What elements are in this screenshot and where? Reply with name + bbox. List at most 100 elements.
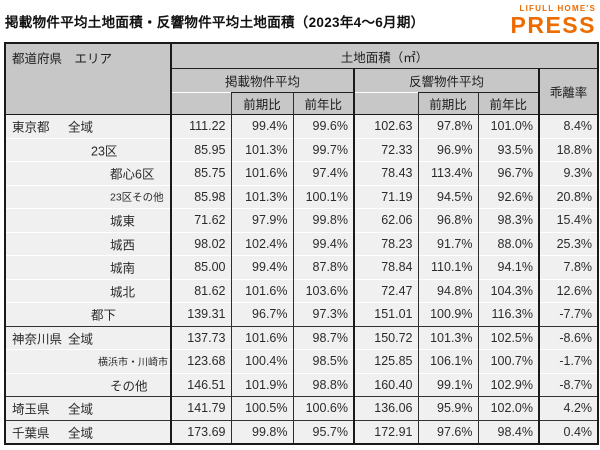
cell-response-qoq: 110.1%: [417, 255, 478, 279]
cell-listed-avg: 85.98: [170, 184, 231, 209]
cell-listed-qoq: 99.4%: [230, 255, 293, 279]
cell-deviation: 15.4%: [537, 208, 599, 232]
cell-deviation: 12.6%: [537, 278, 599, 303]
cell-listed-yoy: 100.1%: [292, 184, 354, 209]
cell-deviation: -7.7%: [537, 302, 599, 326]
cell-listed-avg: 85.95: [170, 137, 231, 162]
cell-listed-yoy: 95.7%: [292, 419, 354, 444]
cell-response-avg: 151.01: [353, 302, 418, 326]
cell-response-yoy: 92.6%: [477, 184, 539, 209]
cell-listed-yoy: 97.4%: [292, 161, 354, 185]
cell-response-avg: 72.47: [353, 278, 418, 303]
cell-deviation: 18.8%: [537, 137, 599, 162]
cell-response-qoq: 96.9%: [417, 137, 478, 162]
area-label: 城北: [110, 285, 136, 300]
cell-response-avg: 172.91: [353, 419, 418, 444]
cell-listed-avg: 71.62: [170, 208, 231, 232]
cell-listed-avg: 98.02: [170, 231, 231, 256]
cell-response-qoq: 95.9%: [417, 396, 478, 420]
logo-press-text: PRESS: [510, 12, 596, 38]
cell-pref-area: 都下: [5, 302, 171, 326]
area-label: 23区: [91, 144, 118, 159]
cell-listed-avg: 141.79: [170, 396, 231, 420]
cell-response-yoy: 116.3%: [477, 302, 539, 326]
header-prefecture-area: 都道府県 エリア: [5, 43, 171, 115]
cell-response-avg: 150.72: [353, 325, 418, 350]
cell-pref-area: 23区その他: [5, 184, 171, 209]
page-title: 掲載物件平均土地面積・反響物件平均土地面積（2023年4～6月期）: [5, 15, 425, 30]
area-label: 都心6区: [110, 167, 155, 182]
cell-listed-qoq: 101.6%: [230, 161, 293, 185]
cell-listed-qoq: 100.5%: [230, 396, 293, 420]
table-row: 東京都 全域 111.22 99.4% 99.6% 102.63 97.8% 101.0% 8.…: [5, 114, 599, 138]
cell-response-avg: 136.06: [353, 396, 418, 420]
cell-response-qoq: 101.3%: [417, 325, 478, 350]
cell-response-avg: 78.84: [353, 255, 418, 279]
cell-response-yoy: 102.9%: [477, 372, 539, 397]
cell-listed-yoy: 99.7%: [292, 137, 354, 162]
cell-response-yoy: 94.1%: [477, 255, 539, 279]
cell-listed-avg: 85.00: [170, 255, 231, 279]
header-blank-listed-value: [170, 92, 231, 115]
cell-pref-area: 23区: [5, 137, 171, 162]
table-row: その他 146.51 101.9% 98.8% 160.40 99.1% 102.9% -8.…: [5, 372, 599, 397]
table-header: 都道府県 エリア 土地面積（㎡） 掲載物件平均 反響物件平均 乖離率 前期比 前…: [5, 43, 599, 115]
cell-listed-yoy: 98.7%: [292, 325, 354, 350]
cell-response-qoq: 97.8%: [417, 114, 478, 138]
cell-listed-avg: 173.69: [170, 419, 231, 444]
cell-response-qoq: 113.4%: [417, 161, 478, 185]
cell-listed-avg: 123.68: [170, 349, 231, 373]
cell-pref-area: 東京都 全域: [5, 114, 171, 138]
header-response-average: 反響物件平均: [353, 68, 539, 93]
cell-deviation: 4.2%: [537, 396, 599, 420]
cell-listed-qoq: 99.8%: [230, 419, 293, 444]
cell-listed-yoy: 99.4%: [292, 231, 354, 256]
cell-response-yoy: 98.4%: [477, 419, 539, 444]
cell-response-avg: 102.63: [353, 114, 418, 138]
cell-listed-qoq: 96.7%: [230, 302, 293, 326]
table-row: 千葉県 全域 173.69 99.8% 95.7% 172.91 97.6% 98.4% 0.4…: [5, 419, 599, 444]
table-row: 城西 98.02 102.4% 99.4% 78.23 91.7% 88.0% 25.3%: [5, 231, 599, 256]
cell-listed-qoq: 101.6%: [230, 278, 293, 303]
cell-response-yoy: 96.7%: [477, 161, 539, 185]
cell-pref-area: 埼玉県 全域: [5, 396, 171, 420]
header-listed-yoy: 前年比: [292, 92, 354, 115]
prefecture-label: 東京都: [12, 120, 50, 135]
table-row: 城東 71.62 97.9% 99.8% 62.06 96.8% 98.3% 15.4%: [5, 208, 599, 232]
header-listed-qoq: 前期比: [230, 92, 293, 115]
land-area-table: 都道府県 エリア 土地面積（㎡） 掲載物件平均 反響物件平均 乖離率 前期比 前…: [4, 42, 600, 445]
cell-pref-area: 神奈川県 全域: [5, 325, 171, 350]
cell-listed-avg: 111.22: [170, 114, 231, 138]
prefecture-label: 千葉県: [12, 426, 50, 441]
cell-deviation: 7.8%: [537, 255, 599, 279]
table-row: 23区 85.95 101.3% 99.7% 72.33 96.9% 93.5% 18.8%: [5, 137, 599, 162]
cell-listed-yoy: 87.8%: [292, 255, 354, 279]
area-label: 23区その他: [110, 191, 164, 204]
cell-listed-avg: 139.31: [170, 302, 231, 326]
cell-response-qoq: 100.9%: [417, 302, 478, 326]
area-label: その他: [110, 379, 148, 394]
cell-listed-yoy: 99.6%: [292, 114, 354, 138]
cell-listed-qoq: 101.3%: [230, 184, 293, 209]
cell-response-yoy: 100.7%: [477, 349, 539, 373]
cell-response-qoq: 97.6%: [417, 419, 478, 444]
cell-response-yoy: 101.0%: [477, 114, 539, 138]
cell-deviation: 0.4%: [537, 419, 599, 444]
cell-response-avg: 125.85: [353, 349, 418, 373]
table-row: 城南 85.00 99.4% 87.8% 78.84 110.1% 94.1% 7.8%: [5, 255, 599, 279]
cell-listed-yoy: 103.6%: [292, 278, 354, 303]
cell-listed-yoy: 99.8%: [292, 208, 354, 232]
table-row: 城北 81.62 101.6% 103.6% 72.47 94.8% 104.3% 12.6%: [5, 278, 599, 303]
cell-pref-area: 横浜市・川崎市: [5, 349, 171, 373]
cell-response-yoy: 98.3%: [477, 208, 539, 232]
cell-response-yoy: 102.5%: [477, 325, 539, 350]
cell-listed-qoq: 101.3%: [230, 137, 293, 162]
cell-response-qoq: 91.7%: [417, 231, 478, 256]
table-row: 都下 139.31 96.7% 97.3% 151.01 100.9% 116.3% -7.7…: [5, 302, 599, 326]
cell-listed-qoq: 100.4%: [230, 349, 293, 373]
cell-deviation: 8.4%: [537, 114, 599, 138]
cell-response-avg: 78.43: [353, 161, 418, 185]
header-response-yoy: 前年比: [477, 92, 539, 115]
lifull-homes-press-logo[interactable]: LIFULL HOME'S PRESS: [511, 5, 596, 37]
area-label: 全域: [68, 332, 94, 347]
